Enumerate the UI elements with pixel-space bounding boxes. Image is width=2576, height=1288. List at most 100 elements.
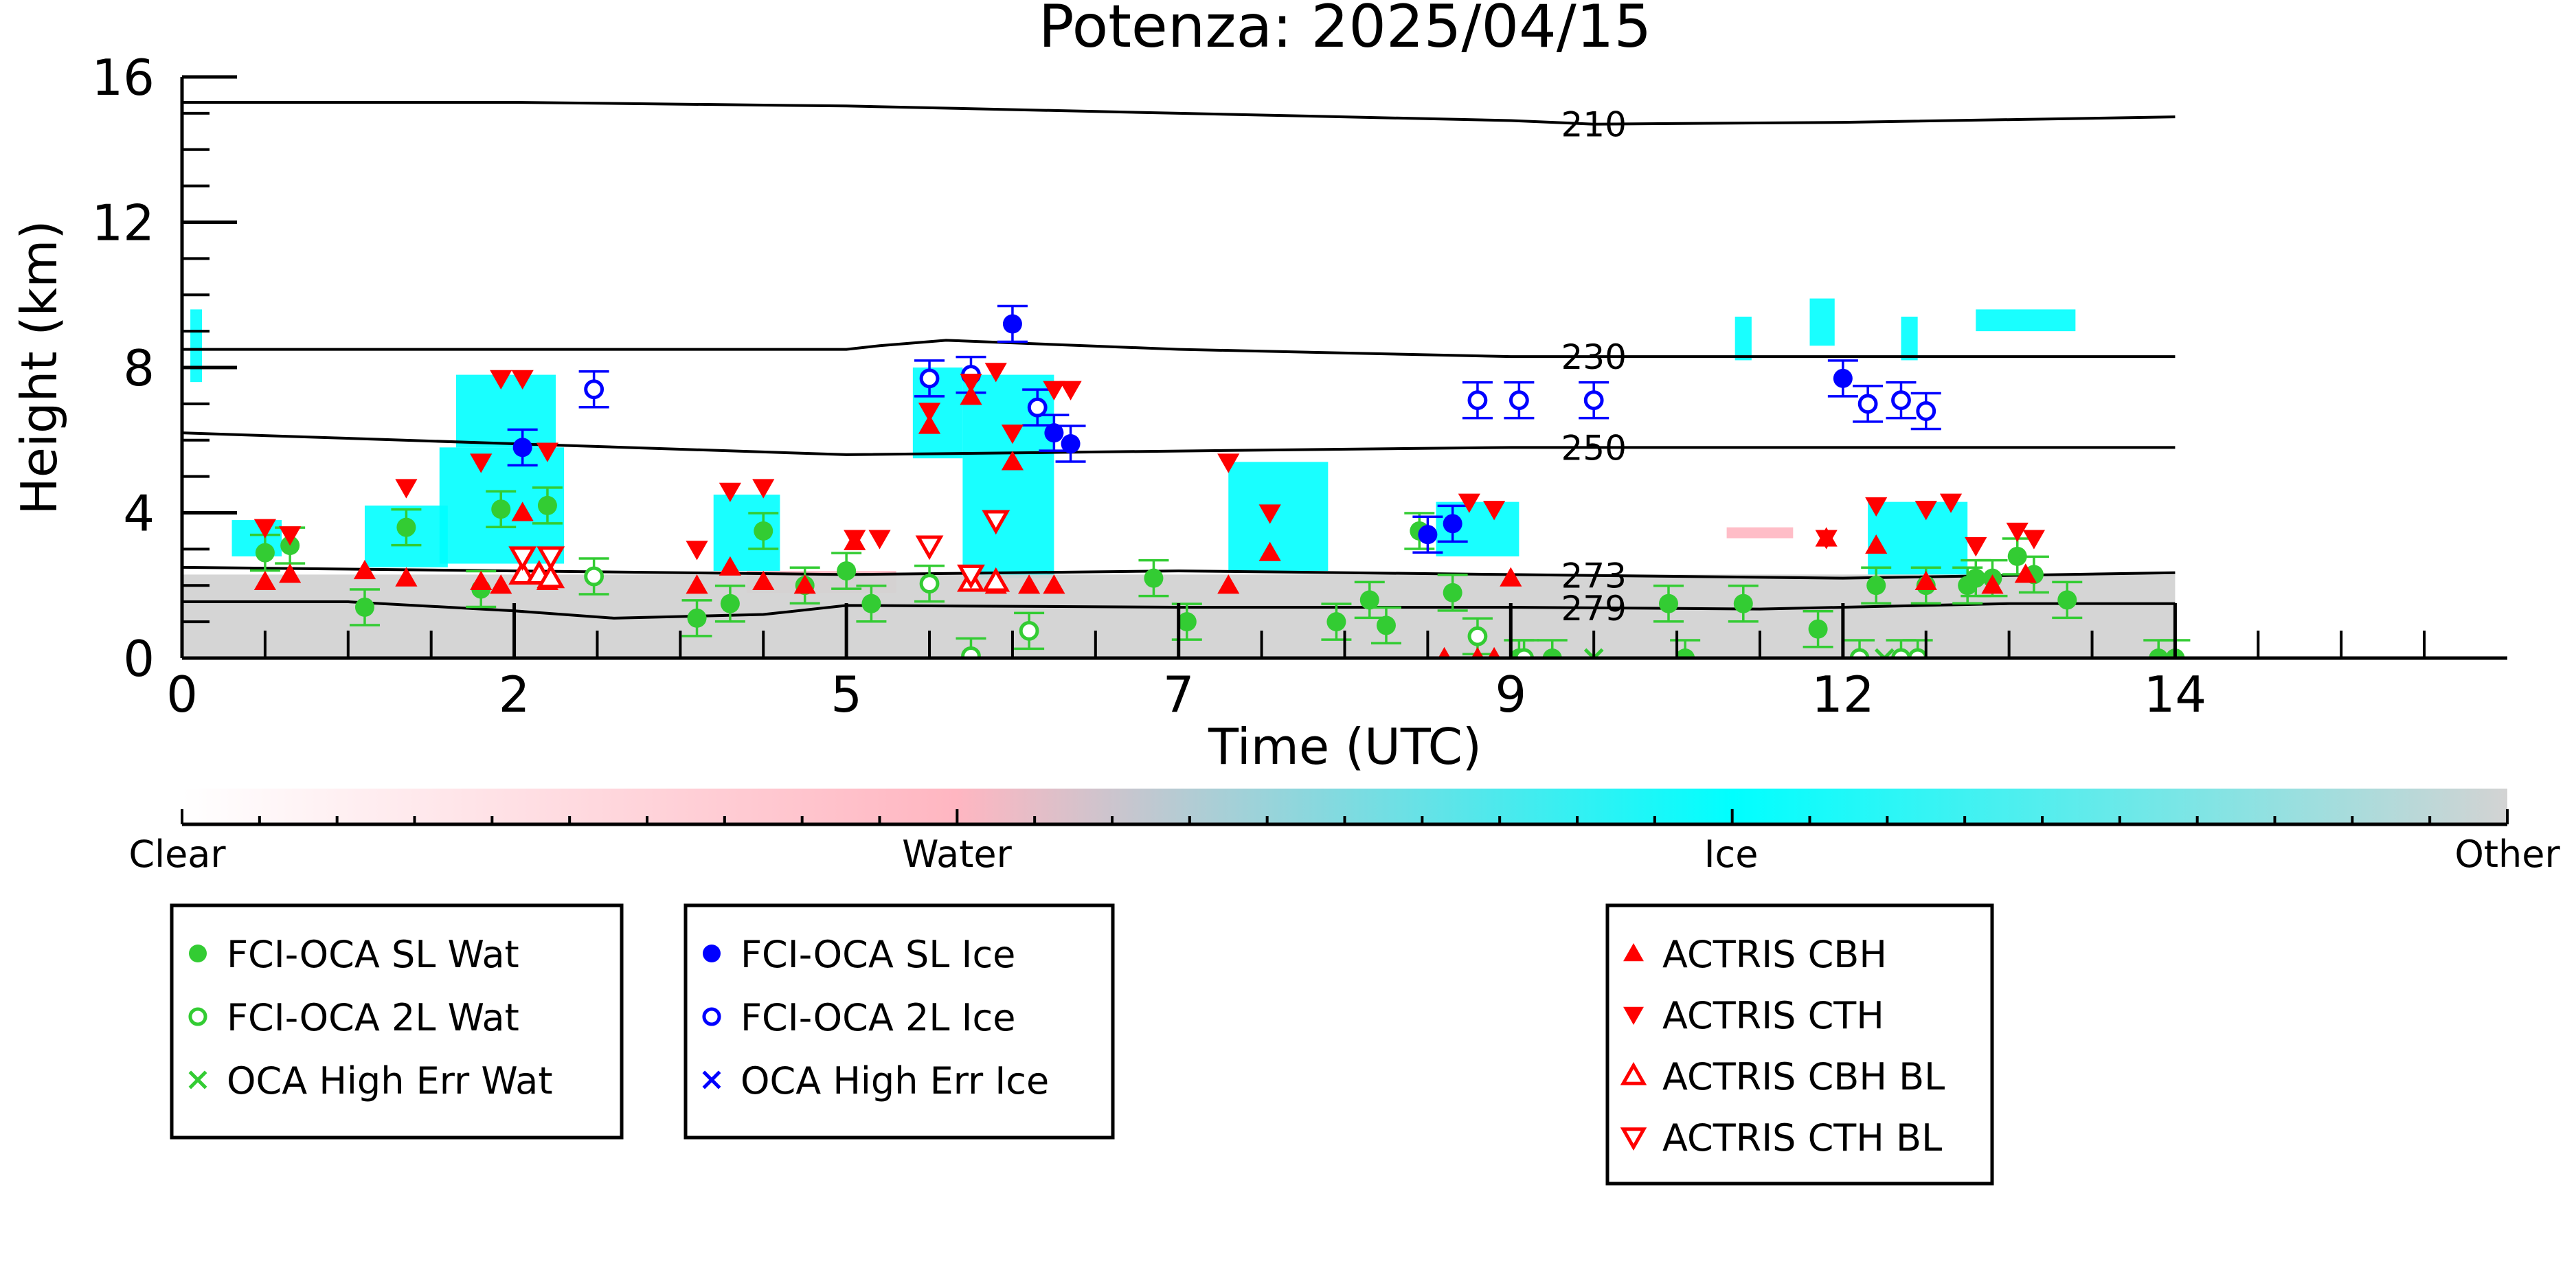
data-point-actris-cbh (2014, 563, 2037, 583)
axes: 0 4 8 12 16 0 2 5 7 9 12 14 (91, 49, 2507, 723)
data-point-fci-oca-sl-ice (1002, 314, 1022, 334)
data-point-actris-cbh (918, 414, 941, 434)
legend-marker-actris-cth-bl (1620, 1127, 1647, 1151)
data-point-actris-cbh-bl (508, 560, 537, 585)
data-point-oca-high-err-wat (1874, 648, 1895, 658)
data-point-actris-cbh (960, 385, 982, 405)
cloud-patch-ice (1228, 462, 1329, 572)
cloud-patch-ice (1735, 316, 1752, 361)
legend-marker-fci-oca-2l-wat (188, 1007, 207, 1026)
x-tick-label: 12 (1811, 666, 1875, 723)
data-point-actris-cth-bl (982, 510, 1010, 535)
data-point-actris-cbh (1471, 646, 1484, 658)
data-point-fci-oca-sl-wat (491, 499, 511, 519)
data-point-actris-cth (1217, 453, 1240, 473)
legend-label-fci-oca-sl-ice: FCI-OCA SL Ice (741, 933, 1015, 976)
legend-marker-fci-oca-sl-ice (703, 945, 721, 962)
legend-marker-fci-oca-sl-wat (189, 945, 207, 962)
legend-box-3: ACTRIS CBH ACTRIS CTH ACTRIS CBH BL ACTRIS … (1605, 903, 1994, 1186)
legend-label-fci-oca-sl-wat: FCI-OCA SL Wat (227, 933, 519, 976)
x-tick-label: 2 (499, 666, 530, 723)
legend-label-actris-cth: ACTRIS CTH (1662, 994, 1884, 1037)
data-point-fci-oca-sl-wat (1326, 612, 1346, 632)
colorbar-label-ice: Ice (1704, 833, 1759, 876)
x-tick-label: 0 (166, 666, 198, 723)
data-point-fci-oca-sl-wat (1675, 648, 1695, 658)
data-point-fci-oca-sl-ice (1418, 525, 1438, 545)
contour-line-279 (182, 600, 2176, 620)
data-point-actris-cth (2006, 522, 2029, 543)
data-point-actris-cth (868, 530, 891, 550)
data-point-actris-cth (1001, 425, 1024, 444)
data-point-actris-cth (1914, 501, 1937, 521)
data-point-actris-cth (752, 479, 775, 499)
legend-marker-actris-cth (1623, 1006, 1644, 1025)
data-point-fci-oca-sl-wat (1733, 594, 1753, 613)
data-point-fci-oca-2l-wat (1019, 620, 1039, 641)
data-point-fci-oca-sl-wat (1966, 568, 1986, 588)
data-point-fci-oca-2l-ice (1027, 397, 1048, 418)
cloud-patch-water (1726, 527, 1794, 539)
data-point-actris-cth (1258, 504, 1281, 524)
data-point-fci-oca-2l-wat (584, 566, 605, 587)
y-tick-label: 16 (91, 49, 155, 106)
data-point-actris-cbh (1438, 646, 1451, 658)
data-point-actris-cth (536, 442, 559, 462)
data-point-fci-oca-2l-ice (1467, 390, 1488, 410)
data-point-fci-oca-sl-wat (1658, 594, 1678, 613)
data-point-actris-cbh-bl (536, 563, 565, 589)
data-point-fci-oca-sl-wat (1177, 612, 1197, 632)
data-point-fci-oca-2l-ice (1916, 401, 1936, 421)
data-point-actris-cth (253, 519, 276, 539)
data-point-actris-cbh (793, 574, 816, 594)
colorbar-label-other: Other (2454, 833, 2560, 876)
legend-marker-actris-cbh (1623, 943, 1644, 962)
data-point-fci-oca-2l-wat (919, 574, 940, 594)
data-point-actris-cbh-bl (982, 567, 1010, 592)
data-point-actris-cth (960, 374, 982, 394)
contour-line-230 (182, 339, 2176, 359)
data-point-actris-cbh (353, 560, 376, 580)
series-actris-cth (253, 363, 2046, 561)
data-point-fci-oca-sl-wat (754, 521, 773, 541)
data-point-actris-cbh (279, 563, 302, 583)
legend-label-actris-cbh-bl: ACTRIS CBH BL (1662, 1055, 1945, 1098)
data-point-actris-cth (844, 530, 866, 550)
data-point-fci-oca-sl-ice (1044, 423, 1064, 443)
data-point-fci-oca-2l-wat (1467, 626, 1488, 646)
series-oca-high-err-wat (1583, 648, 1895, 658)
data-point-fci-oca-sl-wat (720, 594, 740, 613)
cloud-patch-ice (455, 374, 556, 448)
data-point-actris-cbh (1981, 574, 2004, 594)
cloud-patch-ice (1901, 316, 1918, 361)
data-point-actris-cbh (253, 570, 276, 591)
y-tick-label: 12 (91, 194, 155, 252)
data-point-actris-cth (470, 453, 493, 473)
data-point-actris-cbh (1217, 574, 1240, 594)
y-tick-label: 8 (123, 339, 155, 397)
data-point-actris-cbh (395, 567, 418, 587)
data-point-fci-oca-sl-wat (537, 495, 557, 515)
colorbar-label-water: Water (902, 833, 1012, 876)
series-actris-cbh (253, 385, 2037, 658)
data-point-fci-oca-sl-ice (512, 438, 532, 457)
data-point-actris-cth (1458, 493, 1480, 513)
cloud-patch-ice (1868, 501, 1968, 575)
data-point-fci-oca-2l-ice (1583, 390, 1604, 410)
data-point-fci-oca-sl-wat (255, 543, 275, 563)
series-fci-oca-sl-ice (507, 304, 1858, 554)
data-point-fci-oca-2l-ice (919, 368, 940, 389)
data-point-actris-cth-bl (536, 546, 565, 572)
legend-label-oca-high-err-wat: OCA High Err Wat (227, 1059, 553, 1103)
x-axis-label: Time (UTC) (1208, 718, 1482, 776)
data-point-actris-cth (686, 541, 708, 561)
legend-label-fci-oca-2l-wat: FCI-OCA 2L Wat (227, 996, 519, 1039)
contour-label-273: 273 (1561, 556, 1626, 596)
data-point-actris-cth (2022, 530, 2046, 550)
data-point-actris-cbh (1043, 574, 1065, 594)
data-point-actris-cth (918, 403, 941, 422)
x-tick-label: 5 (831, 666, 862, 723)
data-point-fci-oca-sl-wat (1866, 576, 1886, 596)
